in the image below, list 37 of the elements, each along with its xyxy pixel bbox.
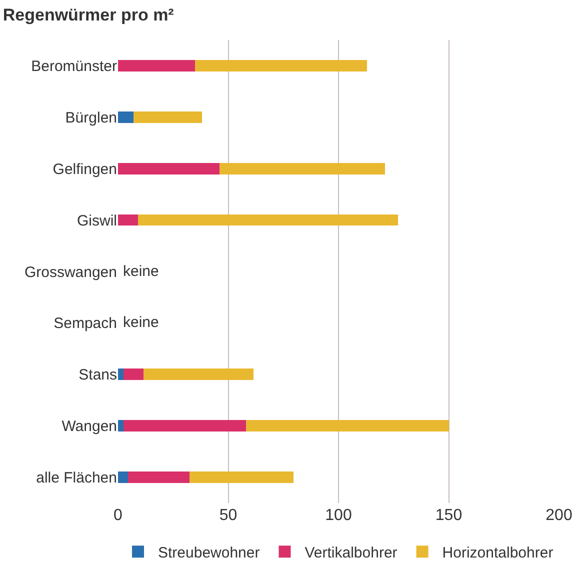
bar [124,368,144,380]
annotation: keine [123,263,159,280]
bar [118,472,128,483]
bar [246,420,449,432]
annotation: keine [123,314,159,331]
legend-label: Vertikalbohrer [304,544,398,562]
y-tick-label: Bürglen [65,109,117,126]
bar [195,60,368,72]
bar [133,112,202,123]
x-tick-label: 100 [325,507,352,524]
y-tick-label: Wangen [62,418,117,436]
x-tick-label: 0 [114,507,123,524]
x-tick-label: 200 [546,507,572,524]
y-tick-label: Giswil [77,212,117,230]
bar [118,420,124,432]
bar [118,368,124,380]
legend-label: Streubewohner [158,544,260,562]
bar [118,214,138,226]
chart-title: Regenwürmer pro m² [2,6,174,25]
bar [118,60,196,72]
x-tick-label: 50 [219,507,238,524]
bar [138,214,398,226]
legend-label: Horizontalbohrer [442,544,554,562]
y-tick-label: Grosswangen [24,264,117,281]
bar [190,472,294,483]
bar [118,112,134,123]
bar [219,162,385,174]
bar [124,420,246,432]
bar [128,472,190,483]
y-tick-label: Beromünster [31,58,117,75]
bar [118,162,220,174]
y-tick-label: Gelfingen [52,160,117,178]
x-tick-label: 150 [435,507,462,524]
y-tick-label: Stans [78,366,117,384]
bar [143,368,254,380]
y-tick-label: alle Flächen [36,470,117,487]
y-tick-label: Sempach [54,315,117,332]
